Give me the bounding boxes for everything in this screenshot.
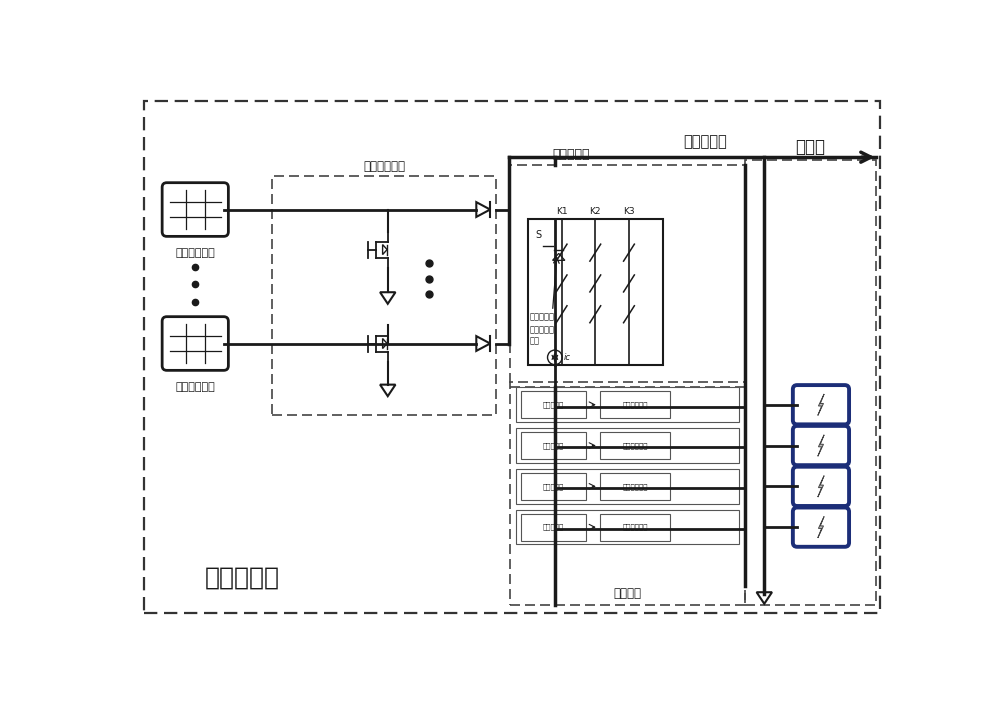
Text: 电压比较电路: 电压比较电路	[622, 483, 648, 490]
Text: S: S	[536, 230, 542, 240]
Polygon shape	[600, 473, 670, 500]
Polygon shape	[818, 435, 824, 456]
Polygon shape	[600, 391, 670, 419]
Polygon shape	[516, 387, 739, 422]
Polygon shape	[521, 513, 586, 540]
Polygon shape	[476, 336, 490, 351]
Text: 均衡模块: 均衡模块	[614, 587, 642, 600]
FancyBboxPatch shape	[162, 183, 228, 237]
Text: 电压比较电路: 电压比较电路	[622, 524, 648, 530]
Polygon shape	[383, 339, 387, 349]
Text: K3: K3	[623, 207, 635, 216]
Text: 分布式电源: 分布式电源	[205, 566, 280, 590]
Text: 均衡子单元: 均衡子单元	[543, 401, 564, 408]
Polygon shape	[476, 202, 490, 217]
Polygon shape	[757, 593, 772, 604]
Text: 不调节母线: 不调节母线	[683, 135, 727, 150]
Polygon shape	[516, 469, 739, 503]
Text: K1: K1	[556, 207, 567, 216]
Text: 寄生二极管: 寄生二极管	[529, 312, 554, 321]
Polygon shape	[528, 219, 663, 365]
Polygon shape	[521, 432, 586, 459]
Polygon shape	[516, 429, 739, 463]
Text: ic: ic	[564, 354, 571, 362]
Polygon shape	[521, 473, 586, 500]
Text: 均衡子单元: 均衡子单元	[543, 442, 564, 449]
Text: 电压比较电路: 电压比较电路	[622, 401, 648, 408]
FancyBboxPatch shape	[793, 385, 849, 424]
Text: 加断电模块: 加断电模块	[553, 148, 590, 161]
Polygon shape	[818, 476, 824, 497]
FancyBboxPatch shape	[793, 467, 849, 506]
Polygon shape	[600, 513, 670, 540]
Polygon shape	[383, 245, 387, 255]
Polygon shape	[380, 292, 395, 304]
Polygon shape	[553, 253, 565, 260]
Text: 太阳能电池阵: 太阳能电池阵	[175, 247, 215, 257]
Polygon shape	[380, 384, 395, 396]
Text: 均衡子单元: 均衡子单元	[543, 524, 564, 530]
Text: 功率调节模块: 功率调节模块	[363, 160, 405, 173]
Polygon shape	[600, 432, 670, 459]
Text: 均衡子单元: 均衡子单元	[543, 483, 564, 490]
Polygon shape	[516, 510, 739, 545]
Polygon shape	[521, 391, 586, 419]
Text: K2: K2	[590, 207, 601, 216]
Polygon shape	[818, 394, 824, 416]
FancyBboxPatch shape	[162, 317, 228, 370]
Text: 充放电电流
遥测: 充放电电流 遥测	[529, 325, 554, 346]
Text: 电池组: 电池组	[795, 138, 825, 155]
Polygon shape	[818, 516, 824, 538]
Text: 电压比较电路: 电压比较电路	[622, 442, 648, 449]
Text: 太阳能电池阵: 太阳能电池阵	[175, 381, 215, 391]
FancyBboxPatch shape	[793, 508, 849, 547]
FancyBboxPatch shape	[793, 426, 849, 465]
